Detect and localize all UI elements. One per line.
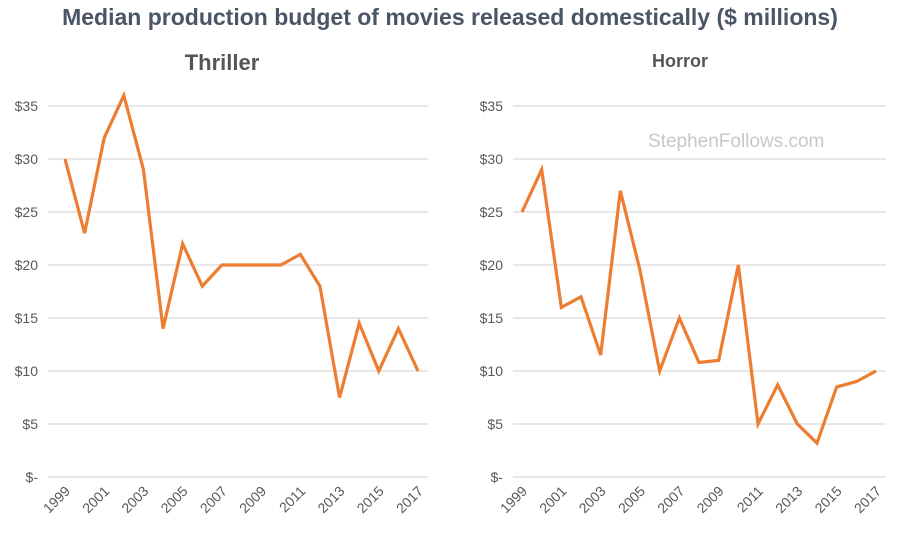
y-tick-label: $20 <box>15 257 39 273</box>
y-tick-label: $10 <box>480 363 504 379</box>
panel-title: Horror <box>652 51 708 71</box>
y-tick-label: $30 <box>480 151 504 167</box>
y-tick-label: $35 <box>480 98 504 114</box>
x-tick-label: 2017 <box>393 483 426 516</box>
x-tick-label: 2011 <box>276 483 309 516</box>
watermark: StephenFollows.com <box>648 131 824 152</box>
y-tick-label: $- <box>491 469 504 485</box>
y-tick-label: $35 <box>15 98 39 114</box>
x-tick-label: 2013 <box>314 483 347 516</box>
x-tick-label: 2017 <box>851 483 884 516</box>
y-tick-label: $30 <box>15 151 39 167</box>
x-tick-label: 2005 <box>157 483 190 516</box>
x-tick-label: 2007 <box>654 483 687 516</box>
x-tick-label: 2013 <box>772 483 805 516</box>
x-tick-label: 1999 <box>40 483 73 516</box>
y-tick-label: $15 <box>15 310 39 326</box>
x-tick-label: 2015 <box>354 483 387 516</box>
y-tick-label: $15 <box>480 310 504 326</box>
chart-title: Median production budget of movies relea… <box>62 4 838 30</box>
x-tick-label: 1999 <box>497 483 530 516</box>
y-tick-label: $5 <box>22 416 38 432</box>
y-tick-label: $5 <box>487 416 503 432</box>
series-line-horror <box>520 164 877 446</box>
x-tick-label: 2003 <box>575 483 608 516</box>
x-tick-label: 2015 <box>811 483 844 516</box>
panel-title: Thriller <box>185 50 260 75</box>
x-tick-label: 2005 <box>615 483 648 516</box>
x-tick-label: 2007 <box>197 483 230 516</box>
x-tick-label: 2001 <box>536 483 569 516</box>
x-tick-label: 2009 <box>236 483 269 516</box>
y-tick-label: $25 <box>480 204 504 220</box>
series-line-thriller <box>63 90 420 398</box>
y-tick-label: $- <box>26 469 39 485</box>
x-tick-label: 2011 <box>734 483 767 516</box>
x-tick-label: 2009 <box>693 483 726 516</box>
x-tick-label: 2001 <box>79 483 112 516</box>
y-tick-label: $20 <box>480 257 504 273</box>
y-tick-label: $10 <box>15 363 39 379</box>
x-tick-label: 2003 <box>118 483 151 516</box>
y-tick-label: $25 <box>15 204 39 220</box>
